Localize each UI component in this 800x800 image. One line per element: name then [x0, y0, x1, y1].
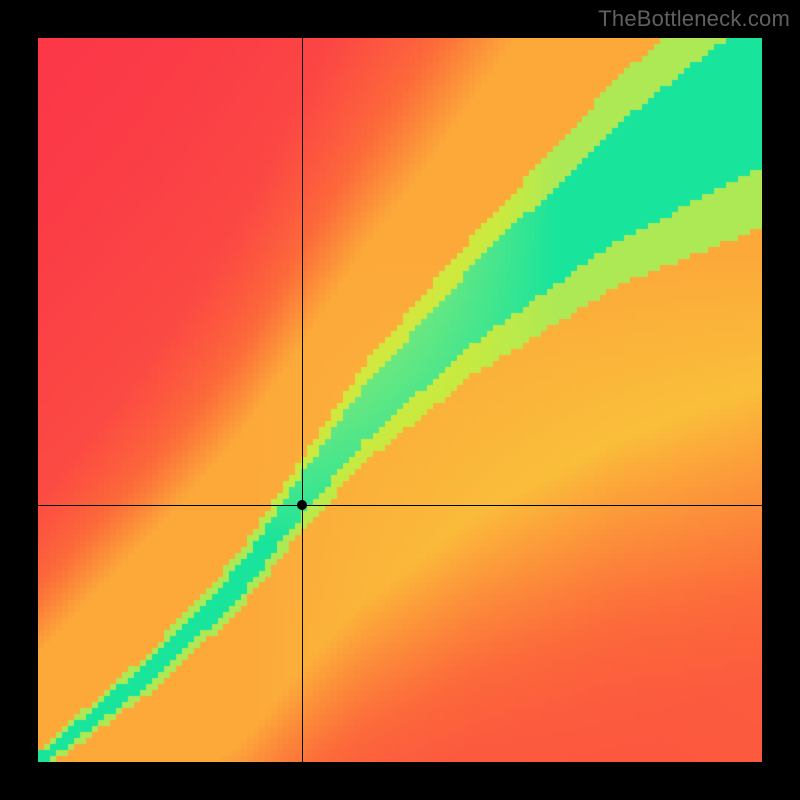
chart-container: TheBottleneck.com: [0, 0, 800, 800]
heatmap-plot: [38, 38, 762, 762]
crosshair-vertical: [302, 38, 303, 762]
crosshair-marker: [297, 500, 307, 510]
heatmap-canvas: [38, 38, 762, 762]
watermark-text: TheBottleneck.com: [598, 6, 790, 32]
crosshair-horizontal: [38, 505, 762, 506]
